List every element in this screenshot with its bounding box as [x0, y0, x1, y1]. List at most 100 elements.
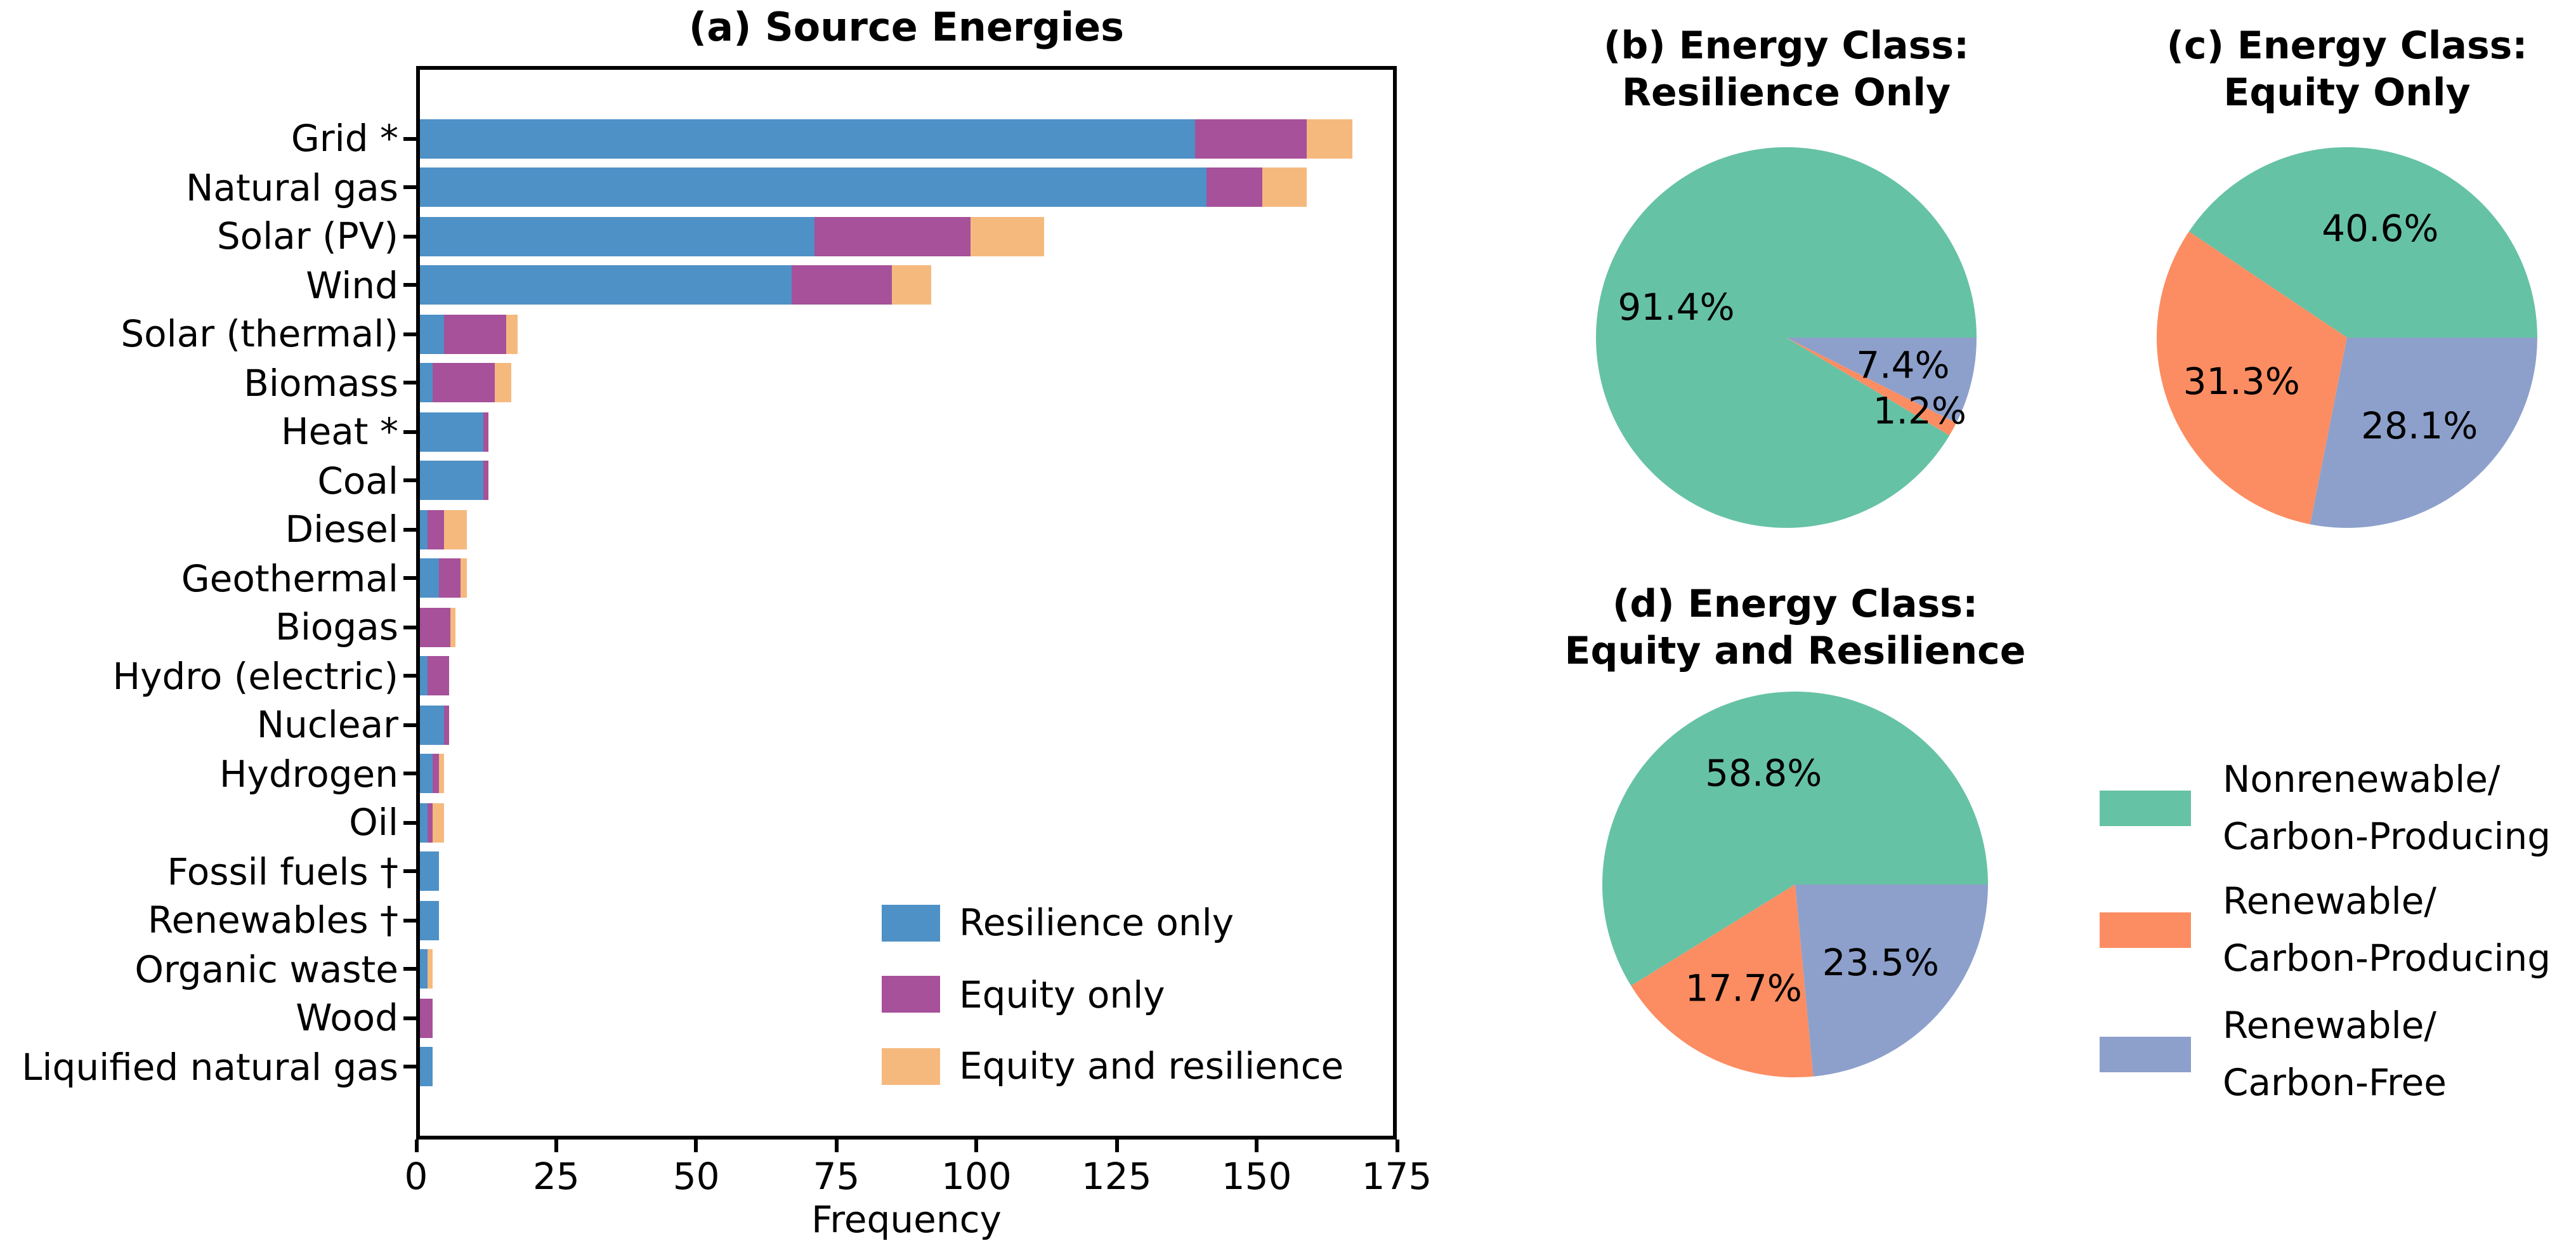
y-tick-mark	[403, 576, 416, 581]
pie-slice	[2157, 231, 2347, 525]
bar-segment-resilience-only	[416, 265, 792, 305]
bar-segment-resilience-only	[416, 412, 483, 452]
pie-title-line: Equity Only	[2223, 71, 2471, 115]
class-legend-label-line: Carbon-Producing	[2223, 936, 2551, 980]
bar-segment-resilience-only	[416, 216, 814, 256]
bar-segment-resilience-only	[416, 314, 445, 354]
bar-segment-equity-only	[444, 314, 506, 354]
bar-segment-resilience-only	[416, 949, 428, 989]
bar-segment-resilience-only	[416, 705, 445, 745]
class-legend-swatch	[2100, 791, 2191, 826]
y-tick-label: Wood	[296, 996, 398, 1040]
pie-b-title: (b) Energy Class: Resilience Only	[1469, 23, 2103, 117]
legend-swatch	[882, 976, 940, 1013]
pie-slice	[1795, 884, 1988, 1077]
y-tick-label: Hydrogen	[219, 752, 398, 796]
x-tick-label: 50	[672, 1155, 720, 1198]
y-tick-mark	[403, 723, 416, 727]
pie-percentage-label: 23.5%	[1822, 941, 1939, 984]
bar-segment-equity-only	[483, 412, 489, 452]
y-tick-label: Oil	[349, 801, 398, 844]
y-tick-label: Grid *	[291, 117, 398, 161]
pie-chart-equity-only: 40.6% 31.3% 28.1%	[2119, 109, 2575, 571]
class-legend-label-line: Carbon-Free	[2223, 1061, 2447, 1104]
bar-segment-resilience-only	[416, 900, 439, 940]
y-tick-mark	[403, 332, 416, 336]
pie-percentage-label: 31.3%	[2183, 360, 2300, 403]
bar-segment-resilience-only	[416, 1047, 433, 1087]
pie-svg: 40.6% 31.3% 28.1%	[2157, 147, 2537, 528]
x-axis-title: Frequency	[811, 1198, 1002, 1241]
bar-segment-resilience-only	[416, 754, 433, 794]
y-tick-mark	[403, 430, 416, 434]
x-tick-label: 25	[532, 1155, 580, 1198]
y-tick-label: Organic waste	[134, 947, 398, 991]
legend-swatch	[882, 904, 940, 941]
class-legend-label-line: Renewable/	[2223, 1004, 2436, 1047]
pie-title-line: Resilience Only	[1621, 71, 1951, 115]
bar-segment-resilience-only	[416, 461, 483, 501]
bar-segment-equity-and-resilience	[506, 314, 517, 354]
class-legend-label-line: Nonrenewable/	[2223, 758, 2501, 801]
bar-segment-equity-and-resilience	[450, 607, 455, 647]
bar-segment-resilience-only	[416, 558, 439, 598]
y-tick-mark	[403, 869, 416, 874]
pie-percentage-label: 17.7%	[1685, 966, 1802, 1009]
class-legend-label-line: Carbon-Producing	[2223, 815, 2551, 858]
bar-chart-title: (a) Source Energies	[688, 5, 1125, 51]
bar-segment-equity-only	[444, 705, 450, 745]
y-tick-label: Diesel	[285, 508, 399, 551]
x-tick-mark	[1115, 1140, 1119, 1152]
y-tick-mark	[403, 185, 416, 190]
pie-title-line: Equity and Resilience	[1564, 629, 2026, 674]
y-tick-label: Fossil fuels †	[167, 850, 398, 893]
pie-title-line: (c) Energy Class:	[2166, 24, 2528, 69]
x-tick-label: 175	[1361, 1155, 1432, 1198]
y-tick-mark	[403, 283, 416, 287]
bar-segment-equity-and-resilience	[1262, 168, 1307, 207]
bar-segment-resilience-only	[416, 168, 1206, 207]
pie-c-title: (c) Energy Class: Equity Only	[2062, 23, 2576, 117]
class-legend-label: Nonrenewable/Carbon-Producing	[2223, 751, 2551, 865]
y-tick-mark	[403, 967, 416, 971]
bar-segment-equity-and-resilience	[494, 363, 512, 403]
y-tick-label: Biomass	[244, 361, 398, 405]
bar-segment-equity-and-resilience	[461, 558, 467, 598]
y-tick-label: Wind	[306, 263, 398, 307]
y-tick-mark	[403, 625, 416, 629]
pie-slice	[1786, 338, 1977, 423]
bar-segment-equity-and-resilience	[438, 754, 445, 794]
y-tick-mark	[403, 772, 416, 776]
x-tick-label: 75	[813, 1155, 860, 1198]
bar-segment-resilience-only	[416, 363, 433, 403]
y-tick-mark	[403, 527, 416, 532]
bar-segment-resilience-only	[416, 509, 428, 549]
pie-slice	[2188, 147, 2537, 338]
legend-label: Equity and resilience	[959, 1044, 1344, 1087]
y-tick-label: Coal	[317, 459, 398, 503]
bar-segment-equity-only	[416, 998, 433, 1038]
bar-segment-equity-only	[416, 607, 450, 647]
pie-svg: 58.8% 17.7% 23.5%	[1602, 692, 1988, 1077]
pie-slice	[1786, 338, 1957, 436]
x-tick-mark	[834, 1140, 839, 1152]
bar-segment-equity-only	[1206, 168, 1262, 207]
bar-segment-equity-only	[438, 558, 461, 598]
pie-percentage-label: 91.4%	[1618, 286, 1734, 329]
y-tick-label: Liquified natural gas	[22, 1045, 398, 1089]
class-legend-label: Renewable/Carbon-Free	[2223, 997, 2447, 1112]
y-tick-label: Geothermal	[181, 556, 398, 600]
pie-title-line: (d) Energy Class:	[1612, 582, 1978, 627]
x-tick-mark	[554, 1140, 558, 1152]
bar-segment-resilience-only	[416, 119, 1195, 159]
y-tick-mark	[403, 136, 416, 141]
bar-segment-equity-only	[483, 461, 489, 501]
bar-segment-equity-only	[1194, 119, 1307, 159]
bar-segment-equity-and-resilience	[444, 509, 467, 549]
bar-segment-equity-only	[427, 803, 433, 843]
bar-segment-equity-only	[791, 265, 892, 305]
pie-svg: 91.4% 1.2%7.4%	[1596, 147, 1977, 528]
bar-chart-category-labels: Grid * Natural gas Solar (PV) Wind Solar (th…	[0, 66, 398, 1140]
bar-segment-equity-only	[433, 754, 439, 794]
